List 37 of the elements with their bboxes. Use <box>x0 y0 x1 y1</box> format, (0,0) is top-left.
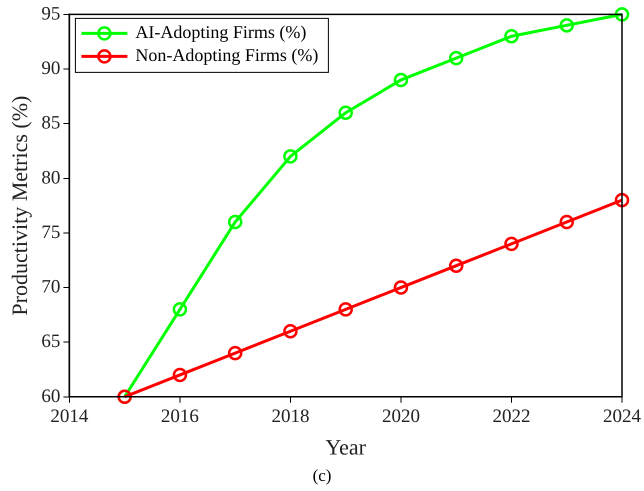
point <box>338 105 353 120</box>
y-tick-label: 75 <box>41 222 60 243</box>
point <box>172 368 188 382</box>
point <box>559 18 574 33</box>
x-tick-label: 2020 <box>382 406 420 428</box>
point <box>559 214 574 230</box>
point <box>172 302 188 317</box>
point <box>394 72 408 88</box>
y-tick-label: 70 <box>41 276 60 298</box>
point <box>283 149 298 164</box>
point <box>283 324 298 338</box>
y-tick-label: 60 <box>41 386 60 407</box>
x-tick-label: 2014 <box>50 406 89 428</box>
legend-label: Non-Adopting Firms (%) <box>135 45 318 66</box>
point <box>338 302 353 317</box>
point <box>614 7 630 22</box>
x-tick-label: 2022 <box>492 406 530 428</box>
y-tick-label: 95 <box>41 3 60 24</box>
point <box>228 346 242 360</box>
point <box>394 280 408 295</box>
x-tick-label: 2016 <box>160 406 199 428</box>
y-tick-label: 80 <box>41 167 60 188</box>
y-tick-label: 85 <box>41 112 60 134</box>
text: (c) <box>312 466 332 486</box>
point <box>504 29 519 44</box>
point <box>448 50 464 66</box>
y-tick-label: 90 <box>41 58 60 80</box>
legend-label: AI-Adopting Firms (%) <box>135 22 306 42</box>
point <box>504 236 519 252</box>
y-tick-label: 65 <box>41 331 60 352</box>
x-tick-label: 2024 <box>603 406 642 428</box>
point <box>228 214 242 230</box>
x-tick-label: 2018 <box>271 406 310 428</box>
y-axis-title: Productivity Metrics (%) <box>6 96 32 316</box>
point <box>614 192 630 208</box>
x-axis-title: Year <box>325 434 367 460</box>
point <box>448 258 464 273</box>
